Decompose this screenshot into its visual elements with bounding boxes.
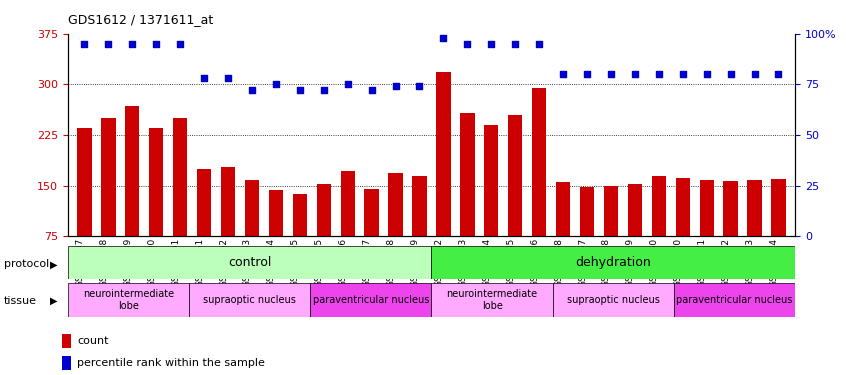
Text: supraoptic nucleus: supraoptic nucleus	[567, 295, 660, 305]
Point	[341, 81, 354, 87]
Bar	[431, 283, 552, 317]
Bar	[437, 72, 451, 287]
Bar	[460, 113, 475, 287]
Point	[125, 41, 139, 47]
Bar	[676, 177, 690, 287]
Point	[269, 81, 283, 87]
Text: protocol: protocol	[4, 260, 49, 269]
Point	[652, 71, 666, 77]
Point	[604, 71, 618, 77]
Bar	[269, 190, 283, 287]
Bar	[77, 128, 91, 287]
Bar	[700, 180, 714, 287]
Text: percentile rank within the sample: percentile rank within the sample	[77, 358, 265, 368]
Bar	[628, 184, 642, 287]
Point	[78, 41, 91, 47]
Text: ▶: ▶	[50, 296, 58, 306]
Point	[197, 75, 211, 81]
Bar	[149, 128, 163, 287]
Bar	[68, 246, 431, 279]
Text: control: control	[228, 256, 272, 269]
Point	[437, 35, 450, 41]
Text: paraventricular nucleus: paraventricular nucleus	[677, 295, 793, 305]
Point	[748, 71, 761, 77]
Point	[485, 41, 498, 47]
Text: count: count	[77, 336, 108, 346]
Text: tissue: tissue	[4, 296, 37, 306]
Point	[460, 41, 474, 47]
Bar	[723, 181, 738, 287]
Bar	[365, 189, 379, 287]
Bar	[293, 194, 307, 287]
Bar	[651, 176, 666, 287]
Point	[317, 87, 331, 93]
Bar	[412, 176, 426, 287]
Text: GDS1612 / 1371611_at: GDS1612 / 1371611_at	[68, 13, 213, 26]
Text: neurointermediate
lobe: neurointermediate lobe	[447, 289, 538, 311]
Point	[580, 71, 594, 77]
Bar	[508, 115, 522, 287]
Point	[365, 87, 378, 93]
Bar	[316, 184, 331, 287]
Bar	[747, 180, 761, 287]
Bar	[556, 182, 570, 287]
Point	[413, 83, 426, 89]
Bar	[173, 118, 187, 287]
Point	[222, 75, 235, 81]
Bar	[102, 118, 116, 287]
Bar	[674, 283, 795, 317]
Bar	[310, 283, 431, 317]
Point	[293, 87, 306, 93]
Point	[557, 71, 570, 77]
Point	[724, 71, 738, 77]
Bar	[244, 180, 259, 287]
Bar	[532, 88, 547, 287]
Text: ▶: ▶	[50, 260, 58, 269]
Bar	[388, 174, 403, 287]
Bar	[552, 283, 674, 317]
Point	[173, 41, 187, 47]
Bar	[68, 283, 189, 317]
Point	[628, 71, 641, 77]
Bar	[221, 167, 235, 287]
Bar	[62, 356, 71, 370]
Bar	[431, 246, 795, 279]
Point	[150, 41, 163, 47]
Bar	[125, 106, 140, 287]
Bar	[580, 187, 594, 287]
Text: neurointermediate
lobe: neurointermediate lobe	[83, 289, 174, 311]
Point	[508, 41, 522, 47]
Bar	[340, 171, 354, 287]
Bar	[484, 125, 498, 287]
Point	[532, 41, 546, 47]
Point	[700, 71, 713, 77]
Point	[676, 71, 689, 77]
Bar	[604, 186, 618, 287]
Bar	[772, 179, 786, 287]
Text: dehydration: dehydration	[575, 256, 651, 269]
Bar	[189, 283, 310, 317]
Bar	[197, 169, 212, 287]
Point	[389, 83, 403, 89]
Text: paraventricular nucleus: paraventricular nucleus	[313, 295, 429, 305]
Point	[772, 71, 785, 77]
Point	[245, 87, 259, 93]
Bar	[62, 334, 71, 348]
Text: supraoptic nucleus: supraoptic nucleus	[203, 295, 296, 305]
Point	[102, 41, 115, 47]
